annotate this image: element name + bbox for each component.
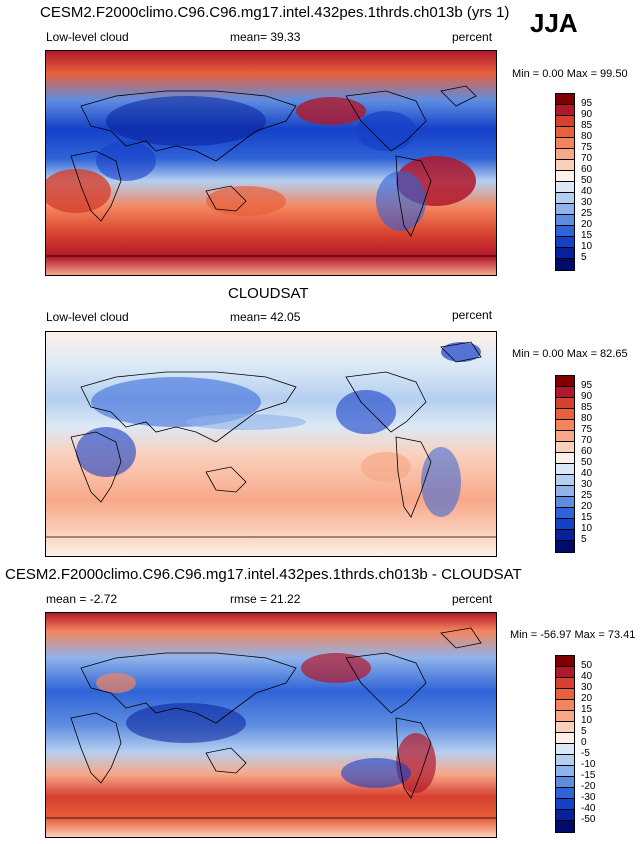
panel-2-units-label: percent — [452, 308, 493, 322]
panel-3-title: CESM2.F2000climo.C96.C96.mg17.intel.432p… — [5, 566, 522, 583]
colorbar-tick-label: 20 — [581, 693, 593, 704]
colorbar-tick-label: 30 — [581, 197, 593, 208]
colorbar-tick-label: 30 — [581, 682, 593, 693]
panel-3-rmse-label: rmse = 21.22 — [230, 592, 301, 606]
panel-2-minmax: Min = 0.00 Max = 82.65 — [512, 348, 628, 360]
panel-2-map-graphic — [46, 332, 496, 556]
colorbar-tick-label: 10 — [581, 523, 593, 534]
colorbar-tick-label: 80 — [581, 131, 593, 142]
panel-1-map — [45, 50, 497, 276]
colorbar-tick-label: 5 — [581, 726, 587, 737]
panel-2-map — [45, 331, 497, 557]
panel-1-mean-label: mean= 39.33 — [230, 30, 301, 44]
panel-1-minmax: Min = 0.00 Max = 99.50 — [512, 68, 628, 80]
colorbar-tick-label: 95 — [581, 380, 593, 391]
colorbar-tick-label: 85 — [581, 120, 593, 131]
colorbar-tick-label: 20 — [581, 219, 593, 230]
panel-3-minmax: Min = -56.97 Max = 73.41 — [510, 629, 636, 641]
panel-1-units-label: percent — [452, 30, 493, 44]
colorbar-tick-label: -10 — [581, 759, 596, 770]
colorbar-tick-label: 15 — [581, 512, 593, 523]
colorbar-tick-label: -50 — [581, 814, 596, 825]
colorbar-tick-label: 5 — [581, 252, 587, 263]
colorbar-tick-label: 50 — [581, 660, 593, 671]
colorbar-swatch — [555, 820, 575, 833]
colorbar-tick-label: 25 — [581, 490, 593, 501]
colorbar-tick-label: 40 — [581, 468, 593, 479]
panel-3-units-label: percent — [452, 592, 493, 606]
colorbar-tick-label: 50 — [581, 175, 593, 186]
colorbar-tick-label: 25 — [581, 208, 593, 219]
panel-2-mean-label: mean= 42.05 — [230, 310, 301, 324]
colorbar-tick-label: 80 — [581, 413, 593, 424]
colorbar-tick-label: 50 — [581, 457, 593, 468]
colorbar-swatch — [555, 258, 575, 271]
colorbar-tick-label: 15 — [581, 230, 593, 241]
colorbar-tick-label: 60 — [581, 446, 593, 457]
panel-3-map — [45, 612, 497, 838]
panel-2-title: CLOUDSAT — [228, 285, 309, 302]
colorbar-swatch — [555, 540, 575, 553]
colorbar-tick-label: 10 — [581, 241, 593, 252]
colorbar-tick-label: 60 — [581, 164, 593, 175]
colorbar-tick-label: 75 — [581, 142, 593, 153]
panel-3-map-graphic — [46, 613, 496, 837]
panel-2-variable-label: Low-level cloud — [46, 310, 129, 324]
colorbar-tick-label: 10 — [581, 715, 593, 726]
colorbar-tick-label: 5 — [581, 534, 587, 545]
colorbar-tick-label: 0 — [581, 737, 587, 748]
colorbar-tick-label: 90 — [581, 391, 593, 402]
panel-1-variable-label: Low-level cloud — [46, 30, 129, 44]
panel-1-title: CESM2.F2000climo.C96.C96.mg17.intel.432p… — [40, 4, 510, 21]
colorbar-tick-label: 30 — [581, 479, 593, 490]
colorbar-tick-label: -40 — [581, 803, 596, 814]
colorbar-tick-label: 20 — [581, 501, 593, 512]
colorbar-tick-label: -30 — [581, 792, 596, 803]
colorbar-tick-label: 40 — [581, 671, 593, 682]
colorbar-tick-label: 90 — [581, 109, 593, 120]
colorbar-tick-label: 85 — [581, 402, 593, 413]
colorbar-tick-label: -15 — [581, 770, 596, 781]
colorbar-tick-label: 40 — [581, 186, 593, 197]
colorbar-tick-label: 75 — [581, 424, 593, 435]
colorbar-tick-label: 15 — [581, 704, 593, 715]
colorbar-tick-label: -5 — [581, 748, 590, 759]
panel-1-map-graphic — [46, 51, 496, 275]
colorbar-tick-label: 95 — [581, 98, 593, 109]
panel-3-mean-label: mean = -2.72 — [46, 592, 118, 606]
colorbar-tick-label: 70 — [581, 153, 593, 164]
colorbar-tick-label: -20 — [581, 781, 596, 792]
season-label: JJA — [530, 8, 578, 38]
colorbar-tick-label: 70 — [581, 435, 593, 446]
